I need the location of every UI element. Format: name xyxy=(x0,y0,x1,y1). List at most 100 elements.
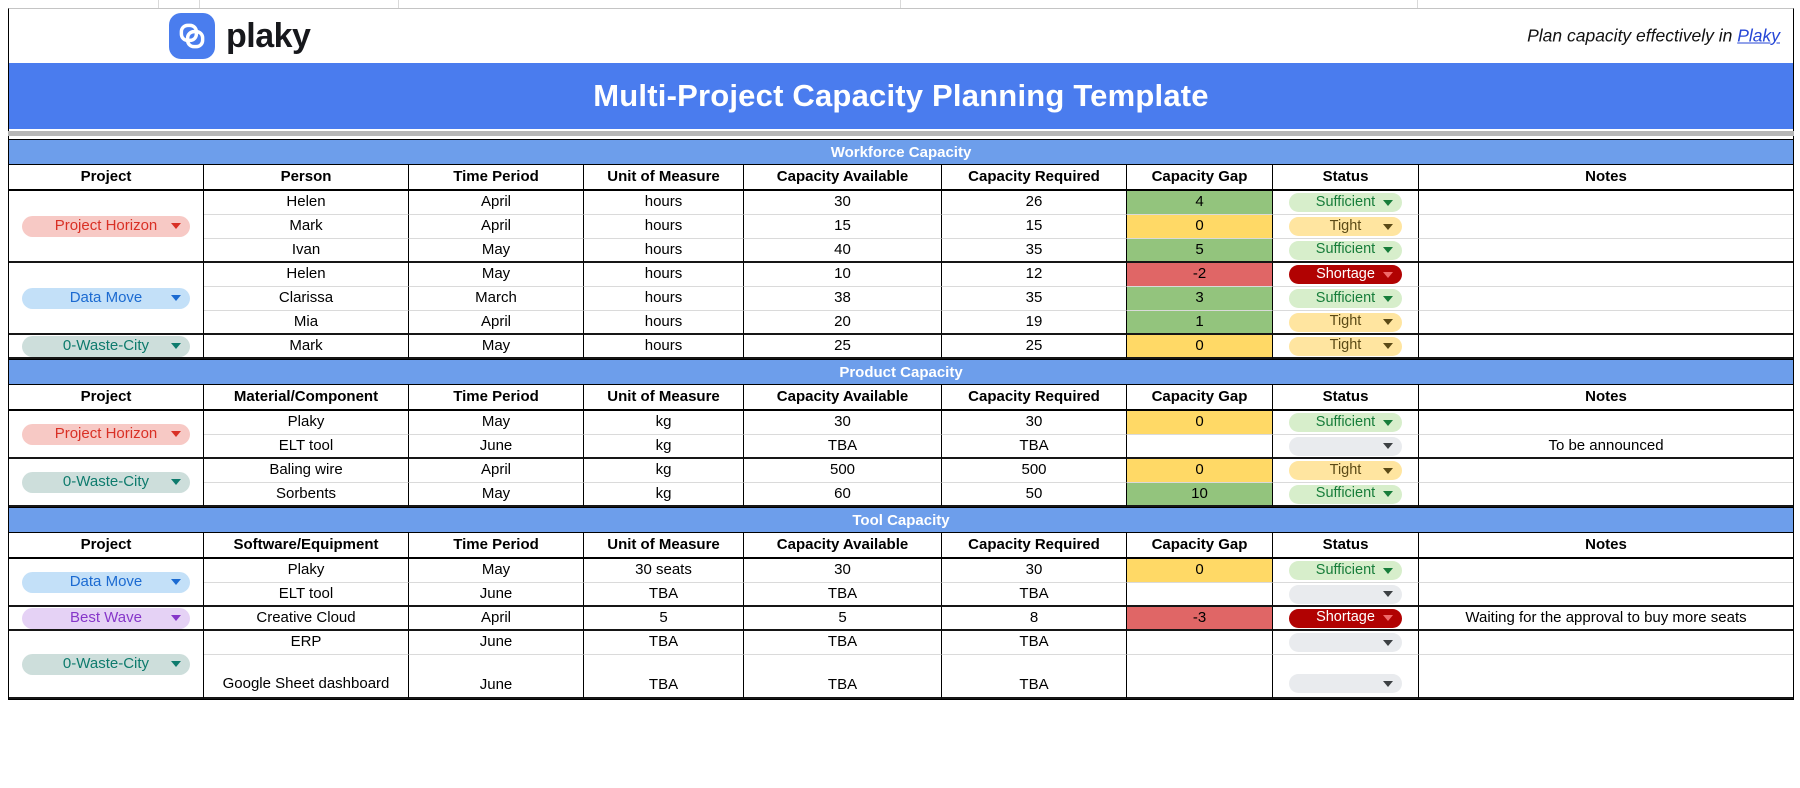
cell-time-period[interactable]: May xyxy=(409,239,584,263)
dropdown-arrow-icon[interactable] xyxy=(1383,591,1393,597)
status-pill[interactable] xyxy=(1289,633,1402,652)
cell-name[interactable]: Google Sheet dashboard xyxy=(204,655,409,699)
cell-available[interactable]: 30 xyxy=(744,559,942,583)
cell-notes[interactable] xyxy=(1419,483,1793,507)
dropdown-arrow-icon[interactable] xyxy=(1383,295,1393,302)
cell-unit[interactable]: hours xyxy=(584,263,744,287)
cell-time-period[interactable]: June xyxy=(409,583,584,607)
cell-available[interactable]: 15 xyxy=(744,215,942,239)
cell-gap[interactable]: -2 xyxy=(1127,263,1273,287)
cell-notes[interactable] xyxy=(1419,559,1793,583)
cell-name[interactable]: Helen xyxy=(204,191,409,215)
cell-status[interactable]: Sufficient xyxy=(1273,239,1419,263)
cell-required[interactable]: 25 xyxy=(942,335,1127,359)
cell-notes[interactable]: Waiting for the approval to buy more sea… xyxy=(1419,607,1793,631)
cell-status[interactable]: Shortage xyxy=(1273,607,1419,631)
cell-unit[interactable]: TBA xyxy=(584,655,744,699)
status-pill[interactable]: Sufficient xyxy=(1289,484,1402,504)
cell-name[interactable]: Ivan xyxy=(204,239,409,263)
cell-available[interactable]: 60 xyxy=(744,483,942,507)
cell-notes[interactable] xyxy=(1419,459,1793,483)
status-pill[interactable]: Sufficient xyxy=(1289,561,1402,580)
cell-notes[interactable] xyxy=(1419,311,1793,335)
cell-time-period[interactable]: May xyxy=(409,263,584,287)
dropdown-arrow-icon[interactable] xyxy=(1383,680,1393,687)
cell-unit[interactable]: hours xyxy=(584,215,744,239)
cell-gap[interactable]: 0 xyxy=(1127,459,1273,483)
cell-name[interactable]: Clarissa xyxy=(204,287,409,311)
status-pill[interactable]: Tight xyxy=(1289,461,1402,480)
cell-time-period[interactable]: June xyxy=(409,435,584,459)
project-pill[interactable]: Project Horizon xyxy=(21,215,191,237)
cell-gap[interactable]: 0 xyxy=(1127,215,1273,239)
cell-available[interactable]: TBA xyxy=(744,583,942,607)
cell-status[interactable]: Tight xyxy=(1273,459,1419,483)
cell-unit[interactable]: hours xyxy=(584,335,744,359)
status-pill[interactable]: Sufficient xyxy=(1289,193,1402,212)
cell-available[interactable]: TBA xyxy=(744,631,942,655)
cell-gap[interactable] xyxy=(1127,655,1273,699)
plaky-link[interactable]: Plaky xyxy=(1737,25,1780,46)
cell-required[interactable]: TBA xyxy=(942,435,1127,459)
dropdown-arrow-icon[interactable] xyxy=(1383,419,1393,426)
dropdown-arrow-icon[interactable] xyxy=(1383,223,1393,230)
cell-available[interactable]: 5 xyxy=(744,607,942,631)
status-pill[interactable]: Sufficient xyxy=(1289,289,1402,308)
cell-status[interactable] xyxy=(1273,435,1419,459)
cell-required[interactable]: 500 xyxy=(942,459,1127,483)
dropdown-arrow-icon[interactable] xyxy=(171,479,182,485)
project-cell[interactable]: Best Wave xyxy=(9,607,204,631)
cell-unit[interactable]: kg xyxy=(584,435,744,459)
cell-name[interactable]: Helen xyxy=(204,263,409,287)
cell-status[interactable]: Sufficient xyxy=(1273,191,1419,215)
cell-time-period[interactable]: April xyxy=(409,459,584,483)
cell-time-period[interactable]: March xyxy=(409,287,584,311)
cell-unit[interactable]: 30 seats xyxy=(584,559,744,583)
cell-status[interactable]: Sufficient xyxy=(1273,559,1419,583)
cell-notes[interactable] xyxy=(1419,263,1793,287)
cell-required[interactable]: 12 xyxy=(942,263,1127,287)
cell-name[interactable]: Creative Cloud xyxy=(204,607,409,631)
cell-time-period[interactable]: April xyxy=(409,191,584,215)
status-pill[interactable]: Shortage xyxy=(1289,608,1402,628)
dropdown-arrow-icon[interactable] xyxy=(1383,343,1393,349)
cell-required[interactable]: TBA xyxy=(942,631,1127,655)
cell-required[interactable]: 30 xyxy=(942,559,1127,583)
project-pill[interactable]: Best Wave xyxy=(21,607,191,629)
cell-status[interactable]: Tight xyxy=(1273,335,1419,359)
dropdown-arrow-icon[interactable] xyxy=(1383,639,1393,646)
cell-status[interactable] xyxy=(1273,655,1419,699)
dropdown-arrow-icon[interactable] xyxy=(1383,199,1393,206)
cell-name[interactable]: Mark xyxy=(204,335,409,359)
dropdown-arrow-icon[interactable] xyxy=(171,431,182,437)
dropdown-arrow-icon[interactable] xyxy=(171,343,182,349)
cell-unit[interactable]: kg xyxy=(584,459,744,483)
cell-status[interactable]: Sufficient xyxy=(1273,411,1419,435)
cell-unit[interactable]: kg xyxy=(584,483,744,507)
cell-status[interactable]: Sufficient xyxy=(1273,287,1419,311)
status-pill[interactable] xyxy=(1289,584,1402,604)
cell-unit[interactable]: TBA xyxy=(584,631,744,655)
project-cell[interactable]: Project Horizon xyxy=(9,191,204,263)
cell-name[interactable]: ELT tool xyxy=(204,583,409,607)
dropdown-arrow-icon[interactable] xyxy=(171,295,182,301)
status-pill[interactable]: Tight xyxy=(1289,217,1402,236)
cell-time-period[interactable]: April xyxy=(409,311,584,335)
cell-unit[interactable]: hours xyxy=(584,239,744,263)
cell-gap[interactable] xyxy=(1127,435,1273,459)
status-pill[interactable]: Sufficient xyxy=(1289,413,1402,432)
dropdown-arrow-icon[interactable] xyxy=(1383,615,1393,621)
dropdown-arrow-icon[interactable] xyxy=(1383,567,1393,574)
cell-available[interactable]: 38 xyxy=(744,287,942,311)
cell-time-period[interactable]: June xyxy=(409,631,584,655)
cell-unit[interactable]: TBA xyxy=(584,583,744,607)
cell-notes[interactable] xyxy=(1419,583,1793,607)
dropdown-arrow-icon[interactable] xyxy=(1383,467,1393,474)
cell-required[interactable]: 35 xyxy=(942,287,1127,311)
cell-status[interactable]: Tight xyxy=(1273,311,1419,335)
cell-gap[interactable]: 3 xyxy=(1127,287,1273,311)
cell-gap[interactable] xyxy=(1127,631,1273,655)
cell-available[interactable]: 20 xyxy=(744,311,942,335)
cell-time-period[interactable]: April xyxy=(409,215,584,239)
cell-required[interactable]: 8 xyxy=(942,607,1127,631)
